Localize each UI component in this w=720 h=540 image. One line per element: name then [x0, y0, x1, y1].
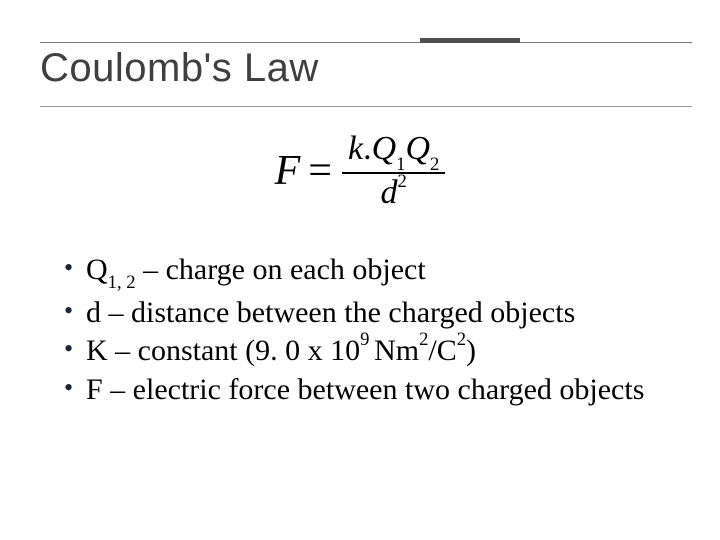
bullet-sup: 2 — [419, 329, 428, 350]
formula-lhs: F — [275, 147, 301, 195]
rule-segment-thick — [420, 38, 520, 43]
q2-sub: 2 — [430, 154, 439, 175]
bullet-text: ) — [466, 334, 476, 367]
bullet-list: Q1, 2 – charge on each object d – distan… — [64, 252, 670, 410]
slide-title: Coulomb's Law — [40, 46, 319, 91]
list-item: K – constant (9. 0 x 109 Nm2/C2) — [64, 333, 670, 370]
dot: . — [363, 130, 372, 167]
title-rule — [40, 38, 692, 43]
bullet-text: Nm — [374, 334, 419, 367]
bullet-text: /C — [428, 334, 456, 367]
list-item: d – distance between the charged objects — [64, 295, 670, 332]
slide: Coulomb's Law F = k.Q1Q2 d2 Q1, 2 – char… — [0, 0, 720, 540]
list-item: F – electric force between two charged o… — [64, 372, 670, 409]
d-exp: 2 — [398, 171, 407, 192]
d-base: d — [381, 174, 398, 211]
bullet-text: K – constant (9. 0 x 10 — [86, 334, 360, 367]
q1: Q — [372, 130, 397, 167]
title-underline — [40, 106, 692, 107]
bullet-sub: 1, 2 — [108, 272, 136, 293]
bullet-sup: 9 — [360, 329, 374, 350]
list-item: Q1, 2 – charge on each object — [64, 252, 670, 293]
formula-fraction: k.Q1Q2 d2 — [342, 130, 445, 212]
q2: Q — [405, 130, 430, 167]
rule-segment — [40, 42, 420, 43]
rule-segment — [520, 42, 692, 43]
formula-numerator: k.Q1Q2 — [342, 130, 445, 172]
bullet-sup: 2 — [457, 329, 466, 350]
equals-sign: = — [308, 147, 332, 195]
bullet-text: F – electric force between two charged o… — [86, 373, 644, 406]
const-k: k — [348, 130, 363, 167]
bullet-text: Q — [86, 253, 108, 286]
bullet-text: – charge on each object — [136, 253, 426, 286]
coulomb-formula: F = k.Q1Q2 d2 — [0, 130, 720, 230]
formula-denominator: d2 — [375, 174, 413, 211]
bullet-text: d – distance between the charged objects — [86, 296, 575, 329]
